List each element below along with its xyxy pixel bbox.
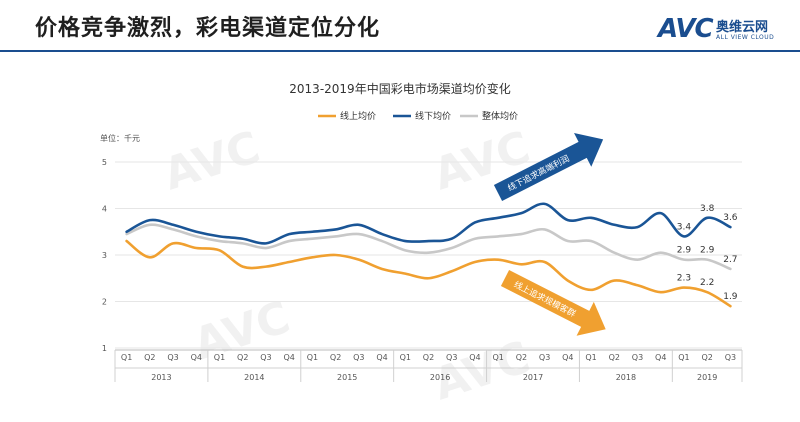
data-label: 3.6 [723,213,738,223]
y-tick-label: 3 [102,251,107,260]
data-label: 2.9 [700,246,715,256]
x-tick-year: 2014 [244,373,264,382]
series-line-2 [125,223,732,271]
avc-logo: AVC 奥维云网 ALL VIEW CLOUD [658,12,778,52]
logo-en-text: ALL VIEW CLOUD [716,34,775,41]
data-label: 3.8 [700,204,715,214]
page-title: 价格竞争激烈，彩电渠道定位分化 [35,16,381,41]
x-tick-quarter: Q1 [121,353,132,362]
x-tick-quarter: Q1 [678,353,689,362]
series-line-0 [125,239,732,308]
x-tick-quarter: Q2 [516,353,527,362]
x-tick-quarter: Q2 [330,353,341,362]
arrow-down-shape [500,269,606,336]
x-tick-year: 2015 [337,373,357,382]
y-tick-label: 2 [102,298,107,307]
logo-mark: AVC [658,14,714,44]
data-label: 1.9 [723,292,738,302]
x-tick-quarter: Q4 [376,353,387,362]
x-tick-quarter: Q4 [191,353,202,362]
x-tick-year: 2019 [697,373,717,382]
svg-text:AVC: AVC [428,332,536,411]
legend-label-1: 线下均价 [415,110,451,122]
watermark-layer: AVC AVC AVC AVC [158,122,536,411]
x-tick-quarter: Q4 [283,353,294,362]
y-tick-label: 5 [102,158,107,167]
x-tick-quarter: Q2 [237,353,248,362]
x-tick-year: 2013 [151,373,171,382]
data-label: 3.4 [677,222,692,232]
x-tick-quarter: Q2 [144,353,155,362]
legend-label-0: 线上均价 [340,110,376,122]
legend: 线上均价 线下均价 整体均价 [318,110,518,122]
x-tick-quarter: Q3 [725,353,736,362]
x-tick-year: 2017 [523,373,543,382]
x-tick-quarter: Q2 [609,353,620,362]
x-tick-quarter: Q1 [400,353,411,362]
legend-label-2: 整体均价 [482,110,518,122]
data-label: 2.7 [723,255,737,265]
y-tick-label: 4 [102,205,107,214]
series-layer [125,202,732,308]
data-label-layer: 3.4 3.8 3.6 2.9 2.9 2.7 2.3 2.2 1.9 [677,204,738,302]
x-tick-quarter: Q3 [632,353,643,362]
svg-text:AVC: AVC [158,122,266,201]
x-tick-quarter: Q3 [260,353,271,362]
logo-cn-text: 奥维云网 [716,20,769,35]
header-rule [0,50,800,52]
x-tick-quarter: Q3 [353,353,364,362]
x-tick-quarter: Q3 [539,353,550,362]
x-tick-quarter: Q2 [423,353,434,362]
x-tick-quarter: Q1 [492,353,503,362]
data-label: 2.3 [677,274,691,284]
x-tick-quarter: Q4 [655,353,666,362]
x-tick-quarter: Q1 [585,353,596,362]
data-label: 2.9 [677,246,692,256]
x-tick-quarter: Q3 [167,353,178,362]
x-tick-quarter: Q4 [469,353,480,362]
x-tick-quarter: Q1 [214,353,225,362]
x-tick-quarter: Q1 [307,353,318,362]
y-axis: 1 2 3 4 5 [102,158,107,353]
x-tick-quarter: Q2 [701,353,712,362]
x-tick-year: 2016 [430,373,450,382]
grid [115,161,742,349]
data-label: 2.2 [700,278,714,288]
x-axis: Q1 Q2 Q3 Q4 Q1 Q2 Q3 Q4 Q1 Q2 Q3 Q4 Q1 Q2 Q3 Q4 Q1 Q2 Q3 Q4… [114,349,743,382]
x-tick-quarter: Q4 [562,353,573,362]
x-tick-year: 2018 [616,373,636,382]
x-tick-quarter: Q3 [446,353,457,362]
annotation-text-online: 线上追求规模客群 [512,279,578,320]
arrow-up-shape [493,132,604,202]
y-tick-label: 1 [102,344,107,353]
chart-title: 2013-2019年中国彩电市场渠道均价变化 [289,81,510,96]
series-line-1 [125,202,732,245]
y-axis-unit: 单位：千元 [100,133,140,143]
